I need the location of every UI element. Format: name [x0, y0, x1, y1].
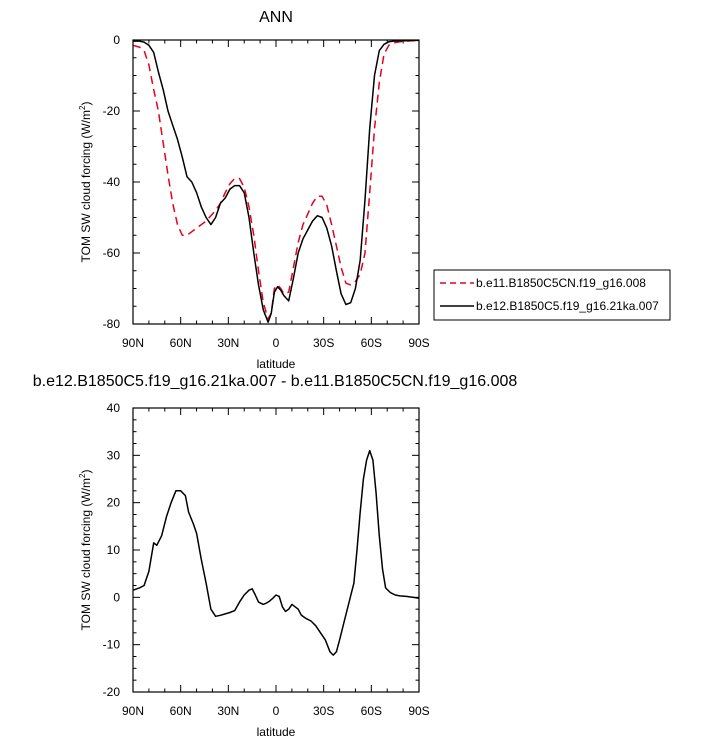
top-y-tick-label: 0: [113, 33, 120, 47]
top-x-tick-label: 30S: [313, 336, 334, 350]
top-y-tick-label: -80: [103, 317, 121, 331]
bottom-y-tick-label: 30: [107, 448, 121, 462]
bottom-y-label-main: TOM SW cloud forcing (W/m: [79, 478, 93, 630]
bottom-y-label-close: ): [79, 470, 93, 474]
bottom-y-tick-label: 40: [107, 401, 121, 415]
legend-label-control: b.e11.B1850C5CN.f19_g16.008: [476, 276, 646, 290]
top-plot-frame: [132, 39, 420, 325]
top-series-line-1: [133, 39, 419, 323]
top-x-tick-label: 90S: [408, 336, 429, 350]
bottom-series-group: [132, 449, 420, 656]
bottom-y-tick-label: 0: [113, 590, 120, 604]
top-y-tick-label: -40: [103, 175, 121, 189]
legend-box: [433, 269, 671, 321]
legend: b.e11.B1850C5CN.f19_g16.008 b.e12.B1850C…: [433, 269, 671, 321]
top-axes-group: 90N 60N 30N 0 30S 60S 90S 0 -20 -40 -60 -80: [103, 33, 430, 350]
top-y-axis-label: TOM SW cloud forcing (W/m2): [78, 102, 93, 263]
top-y-label-sup: 2: [78, 105, 87, 110]
top-chart-title: ANN: [259, 9, 293, 26]
bottom-series-line-0: [132, 449, 420, 656]
bottom-axes-group: 90N 60N 30N 0 30S 60S 90S 40 30 20 10 0 -10 -20: [103, 401, 430, 718]
top-x-tick-label: 60N: [170, 336, 192, 350]
bottom-y-tick-label: -20: [103, 685, 121, 699]
top-x-axis-label: latitude: [257, 357, 296, 371]
bottom-chart-title: b.e12.B1850C5.f19_g16.21ka.007 - b.e11.B…: [33, 373, 518, 390]
bottom-x-tick-label: 90N: [122, 704, 144, 718]
top-series-group: [132, 39, 419, 323]
top-series-line-0: [132, 39, 419, 320]
bottom-y-tick-label: 20: [107, 496, 121, 510]
top-x-tick-label: 30N: [217, 336, 239, 350]
bottom-x-tick-label: 90S: [408, 704, 429, 718]
top-y-tick-label: -60: [103, 246, 121, 260]
bottom-x-tick-label: 0: [273, 704, 280, 718]
bottom-x-tick-label: 30S: [313, 704, 334, 718]
bottom-x-tick-label: 30N: [217, 704, 239, 718]
bottom-y-axis-label: TOM SW cloud forcing (W/m2): [78, 470, 93, 631]
bottom-plot-frame: [132, 407, 420, 693]
top-y-label-close: ): [79, 102, 93, 106]
bottom-x-axis-label: latitude: [257, 725, 296, 739]
top-y-label-main: TOM SW cloud forcing (W/m: [79, 110, 93, 262]
top-y-tick-label: -20: [103, 104, 121, 118]
top-x-tick-label: 60S: [361, 336, 382, 350]
top-panel: ANN 90N 60N 30N 0 30S 60S 90S 0 -20 -40 -60 -80 lat…: [78, 9, 671, 371]
bottom-x-tick-label: 60S: [361, 704, 382, 718]
bottom-y-tick-label: 10: [107, 543, 121, 557]
legend-label-lgm: b.e12.B1850C5.f19_g16.21ka.007: [476, 299, 659, 313]
bottom-y-label-sup: 2: [78, 473, 87, 478]
bottom-y-tick-label: -10: [103, 638, 121, 652]
bottom-x-tick-label: 60N: [170, 704, 192, 718]
top-x-tick-label: 90N: [122, 336, 144, 350]
bottom-panel: b.e12.B1850C5.f19_g16.21ka.007 - b.e11.B…: [33, 373, 518, 739]
top-x-tick-label: 0: [273, 336, 280, 350]
